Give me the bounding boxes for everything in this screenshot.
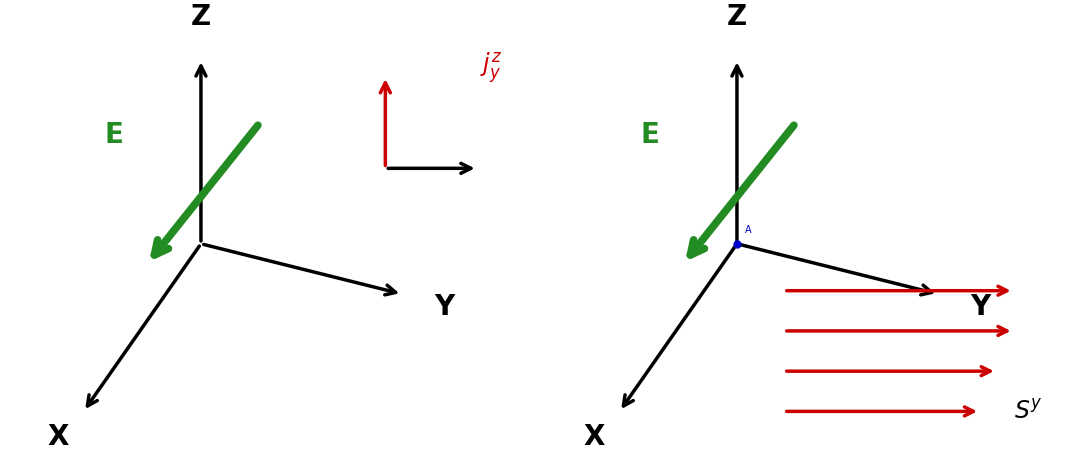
Text: X: X — [584, 423, 606, 450]
Text: $S^y$: $S^y$ — [1013, 400, 1042, 424]
Text: E: E — [104, 121, 123, 149]
Text: Y: Y — [434, 293, 455, 321]
Text: Z: Z — [727, 4, 747, 31]
Text: X: X — [48, 423, 70, 450]
Text: A: A — [745, 225, 751, 235]
Text: Y: Y — [970, 293, 991, 321]
Text: E: E — [640, 121, 659, 149]
Text: $j_y^z$: $j_y^z$ — [480, 50, 502, 85]
Text: Z: Z — [191, 4, 211, 31]
